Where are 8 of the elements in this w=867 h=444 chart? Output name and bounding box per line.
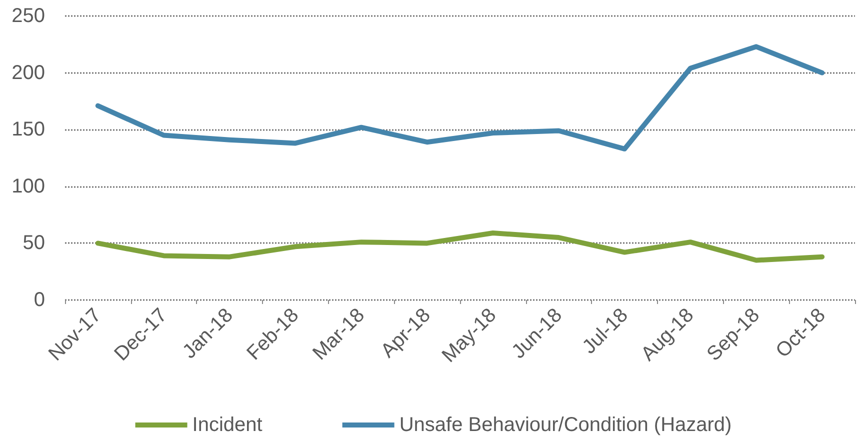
y-tick-label: 100 — [12, 175, 45, 198]
y-tick-label: 50 — [22, 232, 45, 254]
legend-label: Incident — [192, 414, 263, 436]
y-tick-label: 250 — [12, 5, 45, 27]
y-tick-label: 0 — [34, 289, 45, 311]
y-tick-label: 150 — [12, 118, 45, 141]
legend-label: Unsafe Behaviour/Condition (Hazard) — [399, 414, 732, 436]
y-tick-label: 200 — [12, 62, 45, 84]
